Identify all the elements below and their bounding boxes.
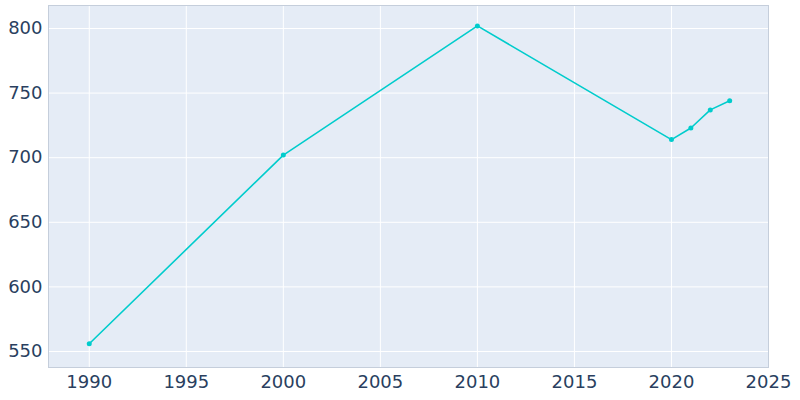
svg-text:2020: 2020 bbox=[649, 371, 695, 392]
svg-text:800: 800 bbox=[8, 17, 42, 38]
svg-text:2005: 2005 bbox=[357, 371, 403, 392]
svg-text:2025: 2025 bbox=[746, 371, 792, 392]
svg-text:1995: 1995 bbox=[163, 371, 209, 392]
svg-text:750: 750 bbox=[8, 82, 42, 103]
svg-text:2000: 2000 bbox=[260, 371, 306, 392]
svg-text:2010: 2010 bbox=[454, 371, 500, 392]
svg-text:600: 600 bbox=[8, 276, 42, 297]
svg-text:700: 700 bbox=[8, 146, 42, 167]
svg-text:2015: 2015 bbox=[552, 371, 598, 392]
svg-text:650: 650 bbox=[8, 211, 42, 232]
svg-text:1990: 1990 bbox=[66, 371, 112, 392]
svg-text:550: 550 bbox=[8, 340, 42, 361]
